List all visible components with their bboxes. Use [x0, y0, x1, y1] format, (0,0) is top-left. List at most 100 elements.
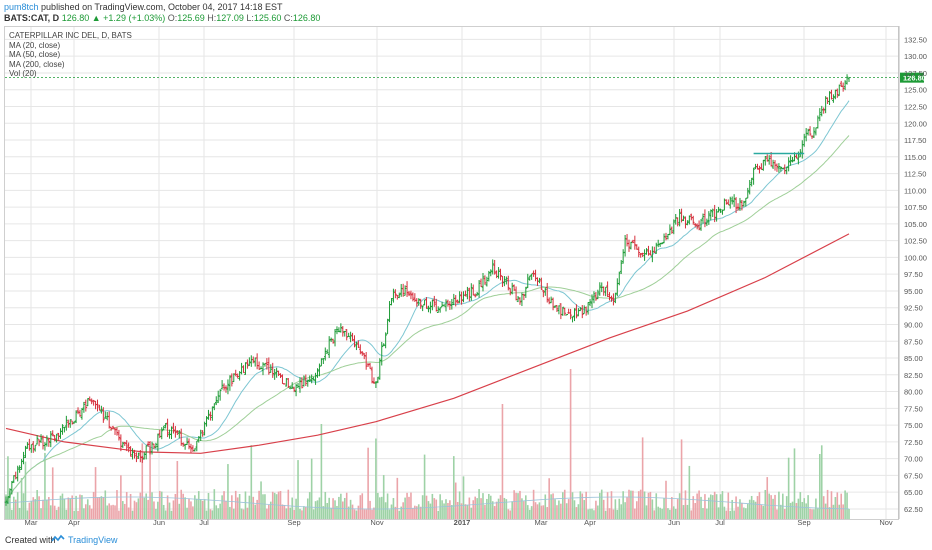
ohlc-bar	[804, 128, 808, 142]
volume-bar	[729, 510, 732, 519]
legend-ma50[interactable]: MA (50, close)	[9, 50, 61, 60]
ohlc-bar	[508, 288, 512, 296]
tradingview-brand-link[interactable]: TradingView	[68, 535, 118, 545]
ohlc-bar	[343, 330, 347, 337]
ohlc-bar	[518, 297, 522, 305]
volume-bar	[832, 504, 835, 519]
ohlc-bar	[629, 241, 633, 250]
ohlc-bar	[479, 278, 483, 287]
legend-ma20[interactable]: MA (20, close)	[9, 40, 61, 50]
volume-bar	[495, 501, 498, 519]
volume-bar	[266, 508, 268, 519]
ohlc-bar	[575, 304, 578, 319]
ohlc-bar	[279, 373, 282, 379]
volume-bar	[809, 508, 811, 519]
volume-bar	[359, 495, 362, 519]
y-tick-label: 95.00	[904, 287, 923, 296]
volume-bar	[133, 500, 136, 519]
ohlc-bar	[832, 94, 835, 103]
volume-bar	[445, 499, 447, 519]
volume-bar	[770, 495, 772, 519]
volume-bar	[846, 492, 848, 519]
volume-bar	[293, 509, 295, 519]
volume-bar	[5, 494, 7, 519]
volume-bar	[353, 509, 356, 519]
x-tick-label: Jul	[715, 518, 725, 527]
author-link[interactable]: pum8tch	[4, 2, 39, 12]
ohlc-bar	[705, 218, 709, 227]
ohlc-bar	[777, 163, 781, 173]
ohlc-bar	[129, 446, 132, 457]
volume-bar	[184, 497, 186, 519]
ohlc-bar	[304, 374, 308, 387]
ohlc-bar	[678, 209, 681, 227]
volume-bar	[733, 510, 735, 519]
volume-bar	[546, 507, 549, 519]
volume-bar	[18, 507, 21, 519]
y-tick-label: 110.00	[904, 186, 926, 195]
ohlc-bar	[18, 465, 21, 473]
open-label: O:	[167, 13, 178, 23]
volume-bar	[715, 494, 718, 519]
volume-bar	[410, 492, 412, 519]
volume-bar	[268, 504, 270, 519]
ohlc-bar	[734, 197, 738, 214]
ohlc-bar	[308, 375, 312, 382]
ohlc-bar	[273, 368, 276, 380]
ohlc-bar	[427, 305, 430, 313]
last-price: 126.80	[61, 13, 90, 23]
legend-ma200[interactable]: MA (200, close)	[9, 59, 65, 69]
volume-bar	[59, 495, 62, 519]
ohlc-bar	[139, 450, 142, 463]
volume-bar	[412, 508, 414, 519]
ohlc-bar	[680, 208, 683, 223]
ohlc-bar	[226, 379, 230, 395]
volume-bar	[46, 499, 48, 519]
ohlc-bar	[547, 297, 551, 305]
volume-bar	[299, 508, 301, 519]
ohlc-bar	[316, 368, 319, 378]
ohlc-bar	[368, 362, 372, 369]
ohlc-bar	[448, 301, 452, 310]
volume-bar	[634, 508, 636, 519]
ohlc-bar	[791, 156, 794, 163]
ohlc-bar	[10, 480, 14, 495]
ohlc-bar	[586, 301, 590, 315]
volume-bar	[281, 504, 284, 519]
ohlc-bar	[193, 448, 197, 452]
volume-bar	[363, 509, 366, 519]
x-tick-label: Mar	[25, 518, 38, 527]
volume-bar	[587, 509, 589, 519]
volume-bar	[79, 494, 81, 519]
ohlc-bar	[812, 127, 816, 138]
ohlc-bar	[614, 292, 617, 304]
ohlc-bar	[113, 427, 117, 435]
price-chart[interactable]: 126.80 132.50 130.00 127.50 125.00 122.50 120…	[4, 26, 930, 528]
volume-bar	[36, 490, 38, 519]
volume-bar	[795, 503, 798, 519]
ohlc-bar	[310, 374, 313, 384]
ohlc-bar	[45, 435, 49, 447]
volume-bar	[704, 494, 706, 519]
volume-bar	[145, 493, 147, 519]
volume-bar	[122, 501, 124, 519]
ohlc-bar	[668, 224, 672, 236]
ohlc-bar	[63, 426, 66, 433]
volume-bar	[248, 495, 251, 519]
volume-bar	[40, 508, 42, 519]
ohlc-bar	[639, 252, 642, 258]
volume-bar	[433, 498, 436, 519]
volume-bar	[7, 456, 9, 519]
volume-bar	[548, 478, 550, 519]
legend-volume[interactable]: Vol (20)	[9, 69, 37, 79]
volume-bar	[14, 499, 17, 519]
ohlc-bar	[251, 356, 255, 364]
ohlc-bar	[742, 200, 746, 207]
volume-bar	[451, 505, 453, 519]
y-tick-label: 120.00	[904, 119, 927, 128]
ohlc-bar	[376, 376, 380, 384]
ohlc-bar	[436, 306, 440, 313]
ohlc-bar	[732, 194, 736, 207]
volume-bar	[314, 501, 317, 519]
ohlc-bar	[137, 452, 140, 460]
